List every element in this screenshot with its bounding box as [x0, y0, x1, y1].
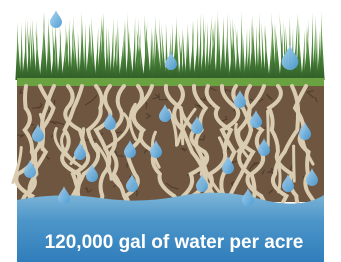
- illustration: 120,000 gal of water per acre: [0, 0, 341, 262]
- caption: 120,000 gal of water per acre: [45, 232, 304, 253]
- root-branch: [268, 111, 269, 146]
- page: 120,000 gal of water per acre (() => { c…: [0, 0, 341, 262]
- root-branch: [181, 109, 183, 144]
- root-branch: [294, 146, 295, 181]
